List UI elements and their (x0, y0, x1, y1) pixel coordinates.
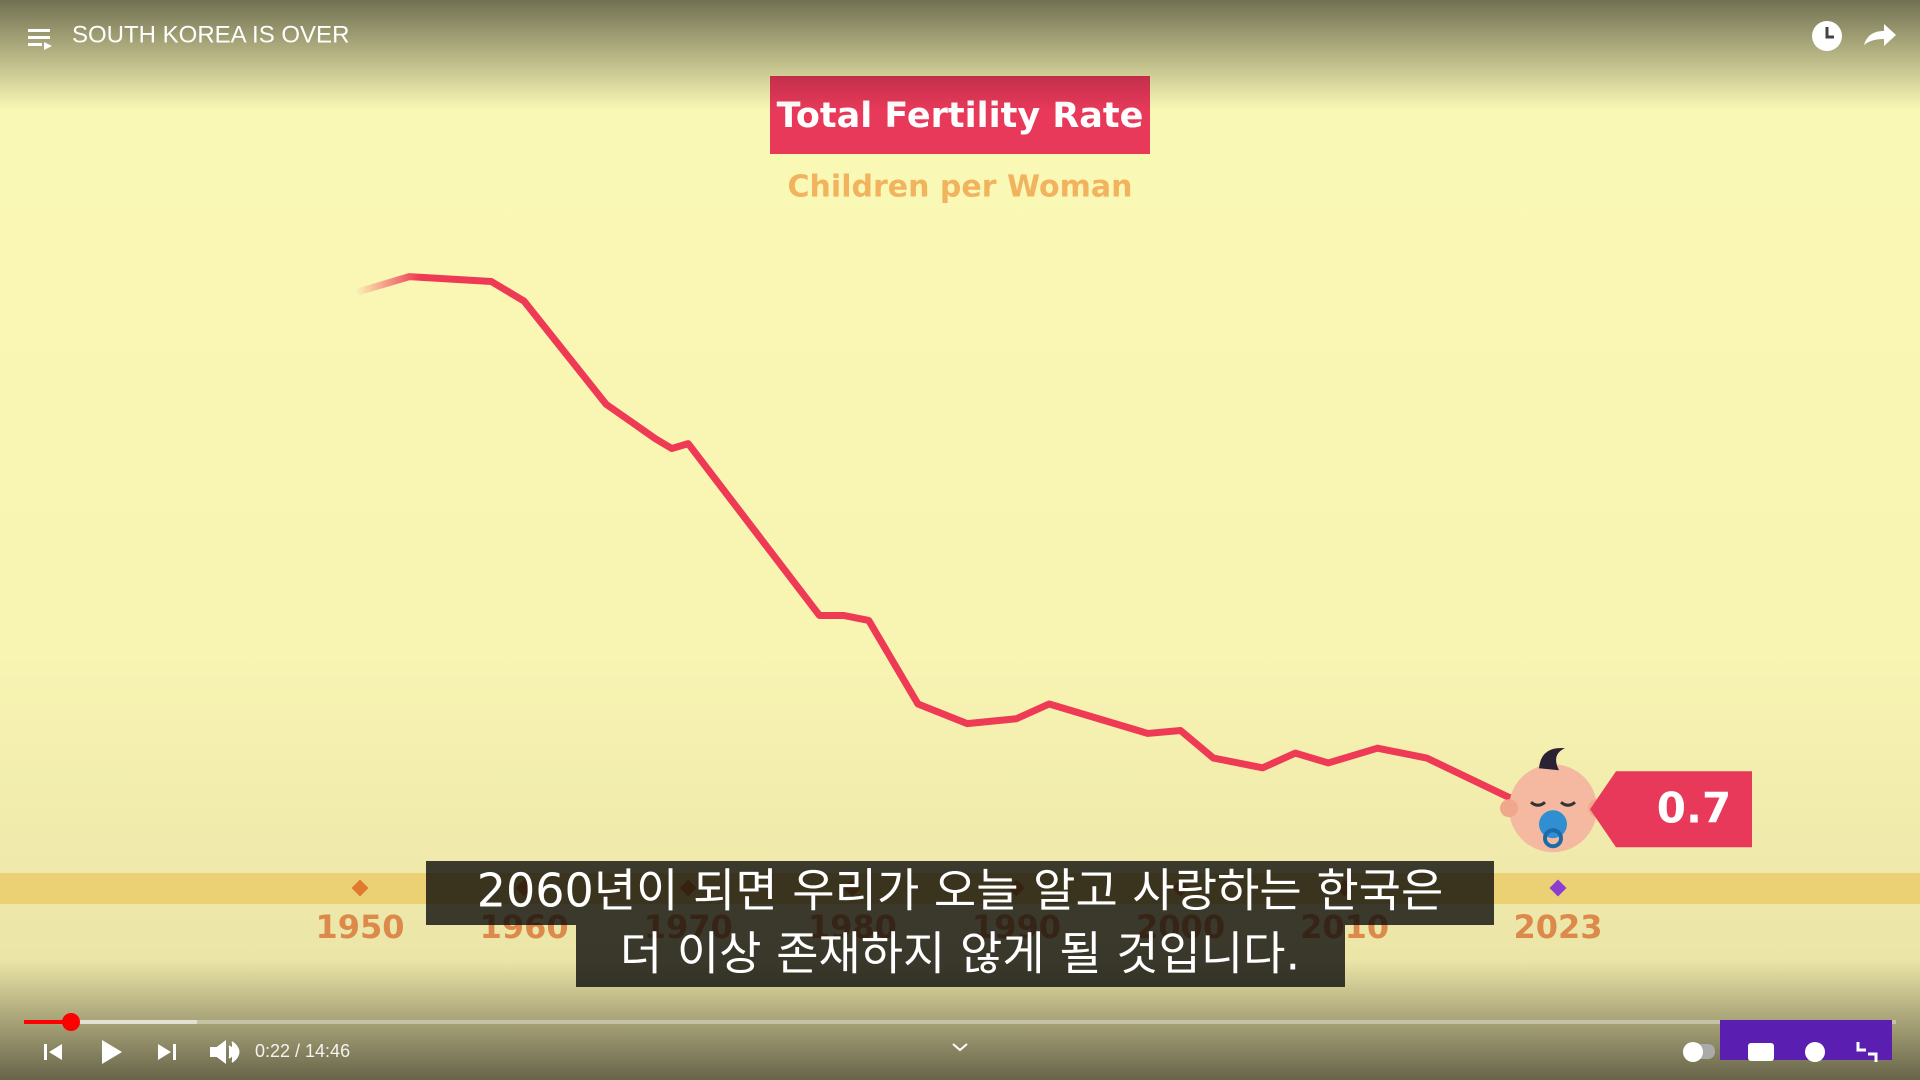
fullscreen-button[interactable] (1856, 1042, 1878, 1062)
value-callout (1590, 771, 1752, 848)
baby-marker (1500, 748, 1606, 853)
ear (1500, 799, 1518, 818)
chart-subtitle: Children per Woman (788, 170, 1133, 205)
buffer-bar (24, 1020, 197, 1024)
data-line (356, 273, 1562, 806)
scrubber[interactable] (62, 1013, 80, 1031)
chapter-chevron[interactable] (952, 1043, 968, 1052)
play-button[interactable] (102, 1040, 122, 1064)
progress-track[interactable] (24, 1020, 1896, 1024)
x-tick-label: 2023 (1513, 908, 1602, 946)
tick-diamond (351, 879, 369, 897)
playlist-icon[interactable] (28, 29, 52, 50)
pacifier-ring (1543, 828, 1563, 849)
previous-button[interactable] (44, 1044, 62, 1060)
pacifier (1539, 810, 1567, 839)
face (1509, 764, 1597, 853)
video-title[interactable]: SOUTH KOREA IS OVER (72, 21, 349, 48)
subtitle-line: 더 이상 존재하지 않게 될 것입니다. (620, 927, 1300, 981)
watch-later-icon[interactable] (1812, 21, 1842, 51)
value-label: 0.7 (1657, 784, 1731, 833)
x-tick-label: 1950 (315, 908, 404, 946)
tick-diamond (1549, 879, 1567, 897)
time-display: 0:22 / 14:46 (255, 1041, 350, 1061)
settings-button[interactable] (1805, 1042, 1825, 1062)
subtitle-box (576, 925, 1345, 987)
subtitle-line: 2060년이 되면 우리가 오늘 알고 사랑하는 한국은 (477, 864, 1444, 918)
subtitle-box (426, 861, 1494, 925)
progress-bar (24, 1020, 71, 1024)
volume-button[interactable] (210, 1040, 240, 1064)
next-button[interactable] (158, 1044, 176, 1060)
eyes (1530, 801, 1576, 807)
captions-button[interactable] (1748, 1043, 1774, 1061)
share-icon[interactable] (1864, 24, 1896, 46)
top-shade (0, 0, 1920, 110)
hair (1539, 748, 1565, 771)
autoplay-toggle[interactable] (1683, 1042, 1715, 1062)
